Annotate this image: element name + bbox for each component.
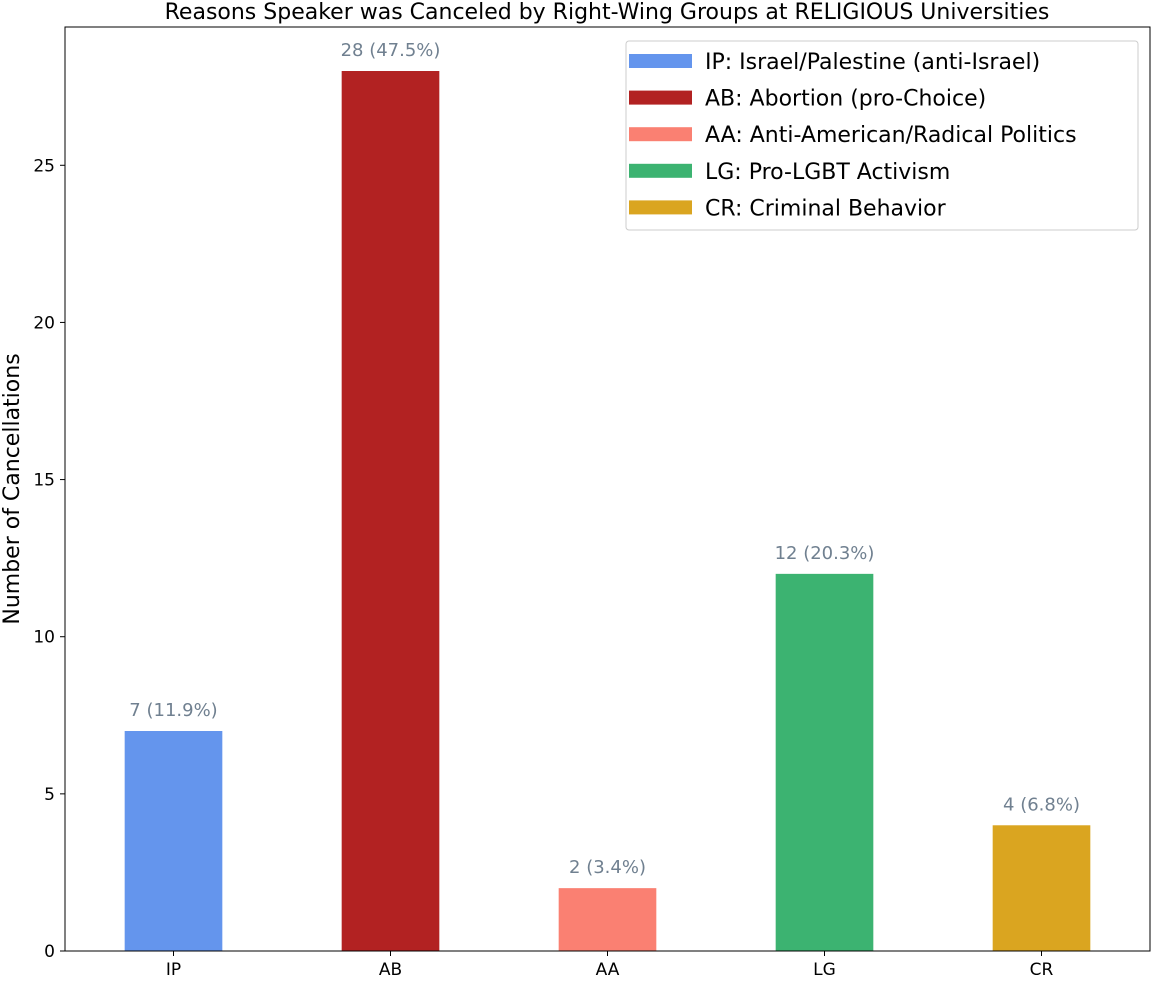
legend-swatch-ab [629, 90, 692, 105]
y-tick-label: 5 [44, 785, 55, 805]
y-axis-label: Number of Cancellations [0, 353, 25, 624]
legend-swatch-aa [629, 127, 692, 142]
legend: IP: Israel/Palestine (anti-Israel) AB: Ab… [625, 40, 1139, 231]
value-labels-layer: 7 (11.9%) 28 (47.5%) 2 (3.4%) 12 (20.3%) 4 (… [129, 40, 1080, 878]
x-tick-label-ip: IP [166, 960, 181, 980]
bar-lg [775, 573, 874, 951]
legend-entry-ab: AB: Abortion (pro-Choice) [705, 87, 986, 112]
value-label-lg: 12 (20.3%) [775, 543, 875, 564]
bars-layer [124, 71, 1091, 951]
axes-layer: 0 5 10 15 20 25 IP AB AA LG CR [33, 26, 1151, 980]
legend-entry-lg: LG: Pro-LGBT Activism [705, 160, 950, 185]
value-label-ab: 28 (47.5%) [341, 40, 441, 61]
legend-swatch-ip [629, 54, 692, 68]
y-tick-label: 25 [33, 156, 55, 176]
chart-title: Reasons Speaker was Canceled by Right-Wi… [165, 0, 1050, 25]
bar-ab [341, 71, 440, 951]
legend-entry-cr: CR: Criminal Behavior [705, 196, 947, 221]
bar-aa [558, 888, 657, 951]
bar-ip [124, 731, 223, 951]
value-label-cr: 4 (6.8%) [1003, 794, 1080, 815]
x-tick-label-aa: AA [596, 960, 620, 980]
value-label-ip: 7 (11.9%) [129, 700, 217, 721]
y-tick-label: 0 [44, 942, 55, 962]
legend-entry-ip: IP: Israel/Palestine (anti-Israel) [705, 50, 1040, 75]
legend-box [625, 40, 1139, 231]
x-tick-label-lg: LG [813, 960, 836, 980]
y-tick-label: 10 [33, 628, 55, 648]
legend-entry-aa: AA: Anti-American/Radical Politics [705, 123, 1077, 148]
bar-cr [992, 825, 1091, 951]
value-label-aa: 2 (3.4%) [569, 857, 646, 878]
legend-swatch-cr [629, 200, 692, 215]
x-tick-label-cr: CR [1030, 960, 1054, 980]
y-tick-label: 20 [33, 313, 55, 333]
legend-swatch-lg [629, 163, 692, 178]
y-tick-label: 15 [33, 471, 55, 491]
x-tick-label-ab: AB [379, 960, 402, 980]
